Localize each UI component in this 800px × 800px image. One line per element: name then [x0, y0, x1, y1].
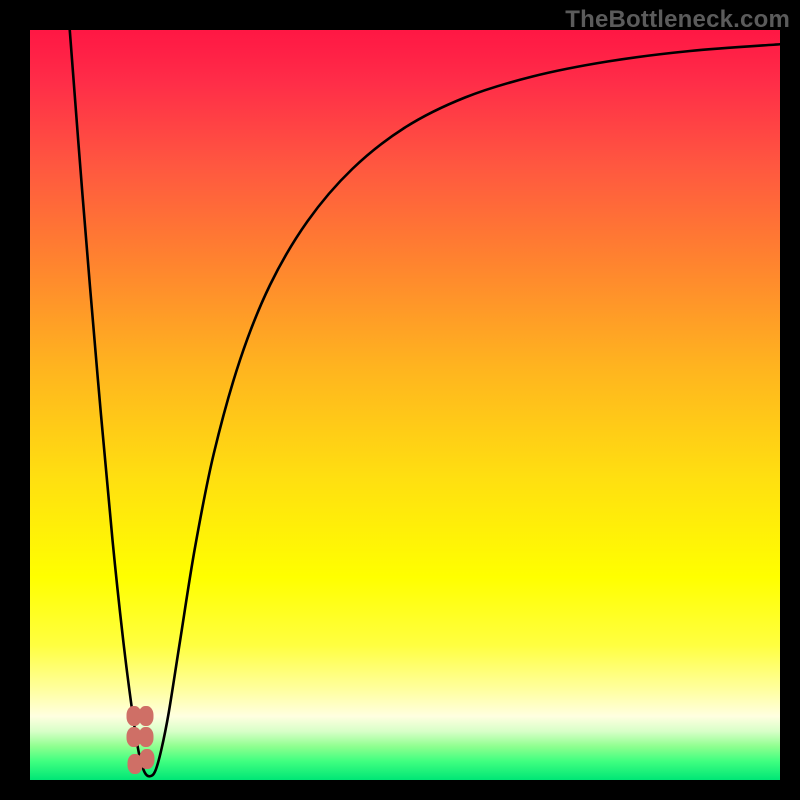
data-marker: [138, 706, 153, 726]
data-marker: [140, 749, 155, 769]
curve-layer: [30, 30, 780, 780]
bottleneck-curve: [70, 30, 780, 776]
plot-area: [30, 30, 780, 780]
watermark-text: TheBottleneck.com: [565, 6, 790, 34]
data-marker: [138, 727, 153, 747]
chart-container: TheBottleneck.com: [0, 0, 800, 800]
